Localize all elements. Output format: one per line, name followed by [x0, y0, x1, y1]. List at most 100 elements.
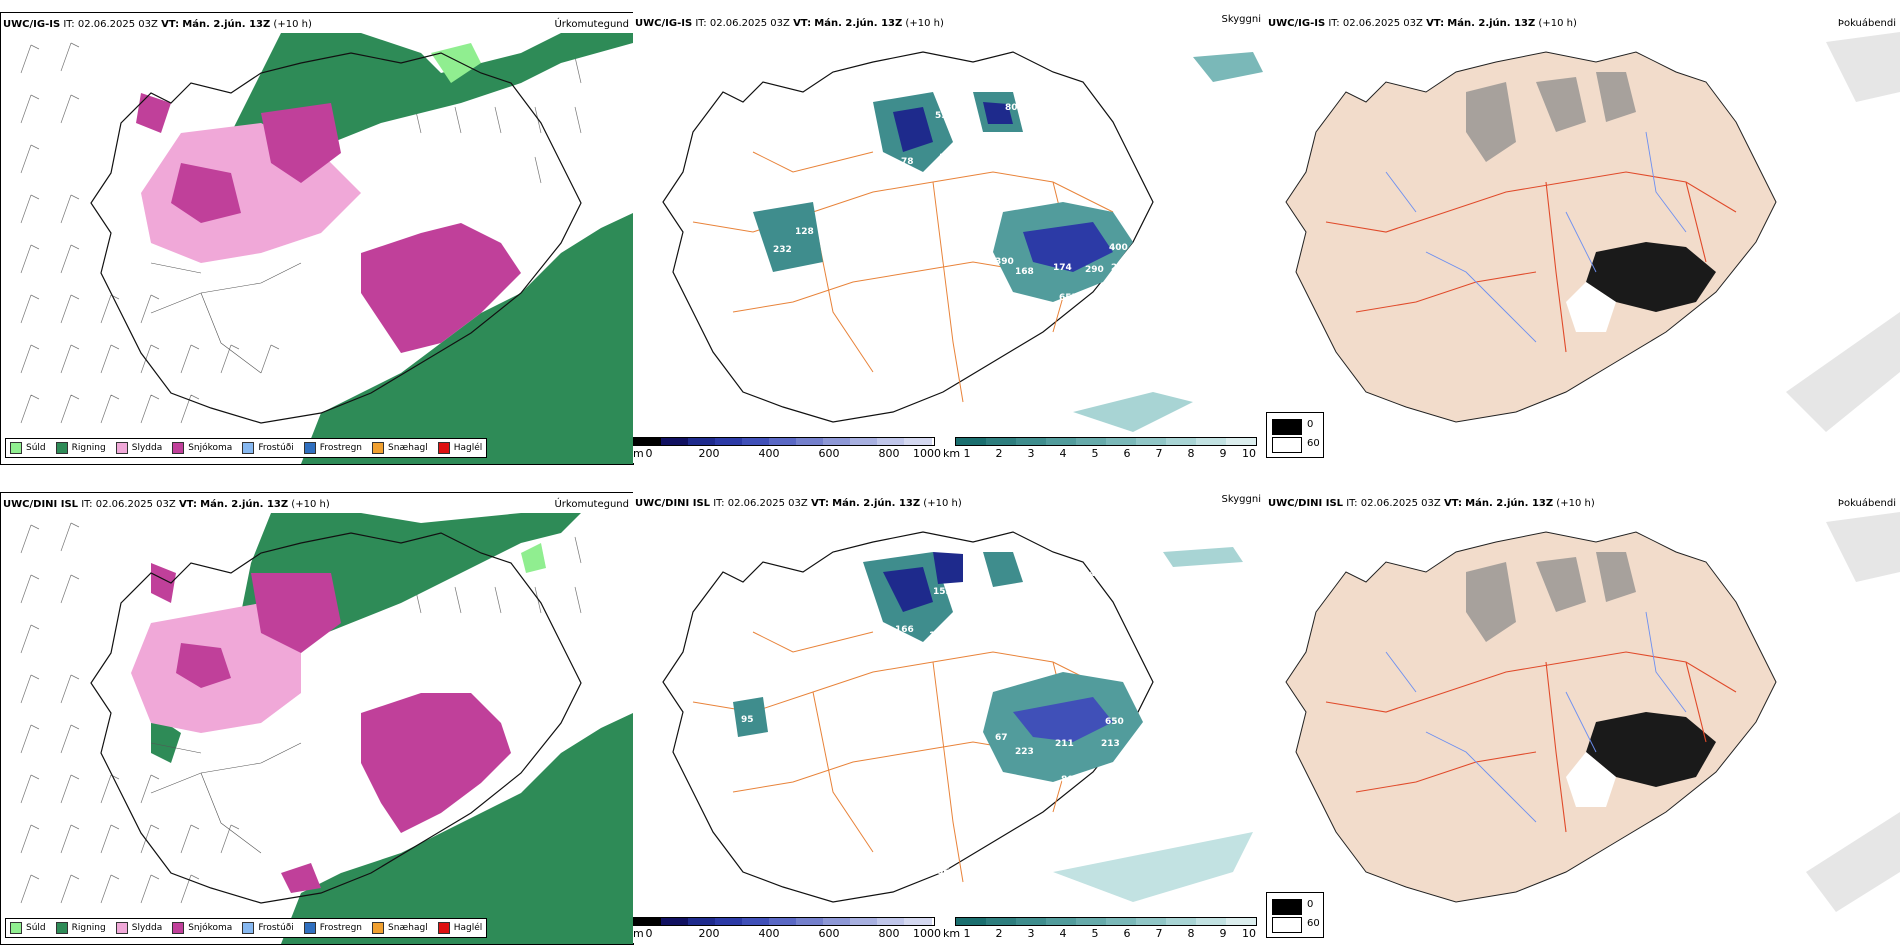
panel-title: UWC/DINI ISL IT: 02.06.2025 03Z VT: Mán.… [3, 499, 330, 510]
rain-area-north [221, 33, 633, 203]
legend-item-sleet: Slydda [115, 442, 162, 454]
hill-label: 78 [901, 157, 914, 167]
fog-patch-offshore [1163, 547, 1243, 567]
fog-gray-north [1466, 72, 1636, 162]
roads [692, 631, 1114, 883]
hill-label: 81 [955, 125, 968, 135]
hill-label: 174 [1053, 263, 1072, 273]
roads [150, 262, 302, 374]
hill-label: 86 [937, 867, 950, 877]
cloud-band [1786, 32, 1900, 432]
fog-dense-area [1586, 712, 1716, 787]
hill-label: 390 [995, 257, 1014, 267]
hill-label: 176 [1067, 117, 1086, 127]
fog-gray-north [1466, 552, 1636, 642]
visibility-map: 100 53 81 80 131 176 78 131 128 232 94 1… [662, 51, 1263, 432]
panel-kind-label: Úrkomutegund [554, 499, 629, 510]
height-tick: 200 [698, 927, 720, 940]
panel-kind-label: Þokuábendi [1837, 498, 1896, 509]
precip-panel-row2: UWC/DINI ISL IT: 02.06.2025 03Z VT: Mán.… [0, 492, 634, 945]
hill-label: 11 [909, 387, 922, 397]
visibility-tick: 6 [1123, 927, 1131, 940]
fog-patch-south [1053, 832, 1253, 902]
visibility-tick: 2 [995, 447, 1003, 460]
fog-map [1285, 32, 1900, 432]
fog-legend-min-swatch [1272, 437, 1302, 453]
legend-item-freezing-rain: Frostregn [303, 922, 362, 934]
hill-label: 128 [795, 227, 814, 237]
rivers [1385, 131, 1687, 343]
height-tick: 400 [758, 927, 780, 940]
roads [150, 742, 302, 854]
precip-map [20, 33, 633, 464]
height-tick: 400 [758, 447, 780, 460]
panel-kind-label: Skyggni [1221, 14, 1261, 25]
fog-legend-min-label: 60 [1307, 918, 1320, 929]
hill-label: 80 [1005, 103, 1018, 113]
rain-area [301, 213, 633, 464]
hill-label: 65 [1129, 761, 1142, 771]
hill-label: 205 [1061, 811, 1080, 821]
visibility-panel-row1: 100 53 81 80 131 176 78 131 128 232 94 1… [633, 12, 1265, 463]
snow-area-west [136, 93, 341, 223]
visibility-colorbar: km 1 2 3 4 5 6 7 8 9 10 [943, 437, 1258, 467]
visibility-unit: km [943, 447, 961, 460]
height-colorbar-bar [633, 437, 935, 446]
legend-item-snow-pellets: Snæhagl [372, 442, 428, 454]
visibility-tick: 5 [1091, 927, 1099, 940]
hill-label: 53 [935, 111, 948, 121]
visibility-map: 13 155 105 166 184 85 244 44 95 223 211 … [662, 531, 1253, 903]
panel-title: UWC/IG-IS IT: 02.06.2025 03Z VT: Mán. 2.… [1268, 18, 1577, 29]
visibility-unit: km [943, 927, 961, 940]
height-colorbar: m 0 200 400 600 800 1000 [633, 437, 943, 467]
legend-item-sleet: Slydda [115, 922, 162, 934]
legend-item-snow-pellets: Snæhagl [372, 922, 428, 934]
height-tick: 200 [698, 447, 720, 460]
visibility-tick: 9 [1219, 447, 1227, 460]
panel-title: UWC/IG-IS IT: 02.06.2025 03Z VT: Mán. 2.… [3, 19, 312, 30]
panel-title: UWC/IG-IS IT: 02.06.2025 03Z VT: Mán. 2.… [635, 18, 944, 29]
legend-item-rain: Rigning [55, 442, 106, 454]
hill-label: 131 [1025, 117, 1044, 127]
height-unit: m [633, 447, 644, 460]
legend-item-snow: Snjókoma [172, 442, 232, 454]
height-tick: 800 [878, 927, 900, 940]
hill-label: 94 [891, 247, 904, 257]
fog-legend: 0 60 [1266, 412, 1324, 458]
mountain-peaks-north [893, 102, 1013, 152]
height-tick: 600 [818, 447, 840, 460]
fog-legend-min-label: 60 [1307, 438, 1320, 449]
height-tick: 0 [645, 927, 653, 940]
panel-kind-label: Úrkomutegund [554, 19, 629, 30]
hill-label: 244 [1083, 569, 1102, 579]
mountain-area-north [733, 552, 1023, 737]
height-colorbar-bar [633, 917, 935, 926]
visibility-tick: 6 [1123, 447, 1131, 460]
fog-clear-area [1566, 282, 1616, 332]
iceland-land [1285, 51, 1777, 423]
hill-label: 223 [1015, 747, 1034, 757]
height-tick: 1000 [913, 447, 941, 460]
cloud-band [1806, 512, 1900, 912]
hill-labels: 100 53 81 80 131 176 78 131 128 232 94 1… [773, 97, 1140, 397]
visibility-colorbar: km 1 2 3 4 5 6 7 8 9 10 [943, 917, 1258, 947]
visibility-colorbar-bar [955, 917, 1257, 926]
hill-label: 95 [741, 715, 754, 725]
visibility-tick: 10 [1242, 927, 1256, 940]
hill-labels: 13 155 105 166 184 85 244 44 95 223 211 … [741, 569, 1142, 877]
roads [1325, 171, 1737, 353]
visibility-tick: 1 [963, 927, 971, 940]
hill-label: 655 [1059, 293, 1078, 303]
hill-label: 170 [1057, 329, 1076, 339]
legend-item-drizzle: Súld [10, 922, 46, 934]
visibility-tick: 9 [1219, 927, 1227, 940]
panel-title: UWC/DINI ISL IT: 02.06.2025 03Z VT: Mán.… [635, 498, 962, 509]
hill-label: 67 [1127, 281, 1140, 291]
hill-label: 213 [1101, 739, 1120, 749]
legend-item-drizzle: Súld [10, 442, 46, 454]
visibility-tick: 7 [1155, 927, 1163, 940]
hill-label: 166 [895, 625, 914, 635]
panel-kind-label: Skyggni [1221, 494, 1261, 505]
precip-legend: Súld Rigning Slydda Snjókoma Frostúði Fr… [5, 918, 488, 938]
visibility-tick: 10 [1242, 447, 1256, 460]
